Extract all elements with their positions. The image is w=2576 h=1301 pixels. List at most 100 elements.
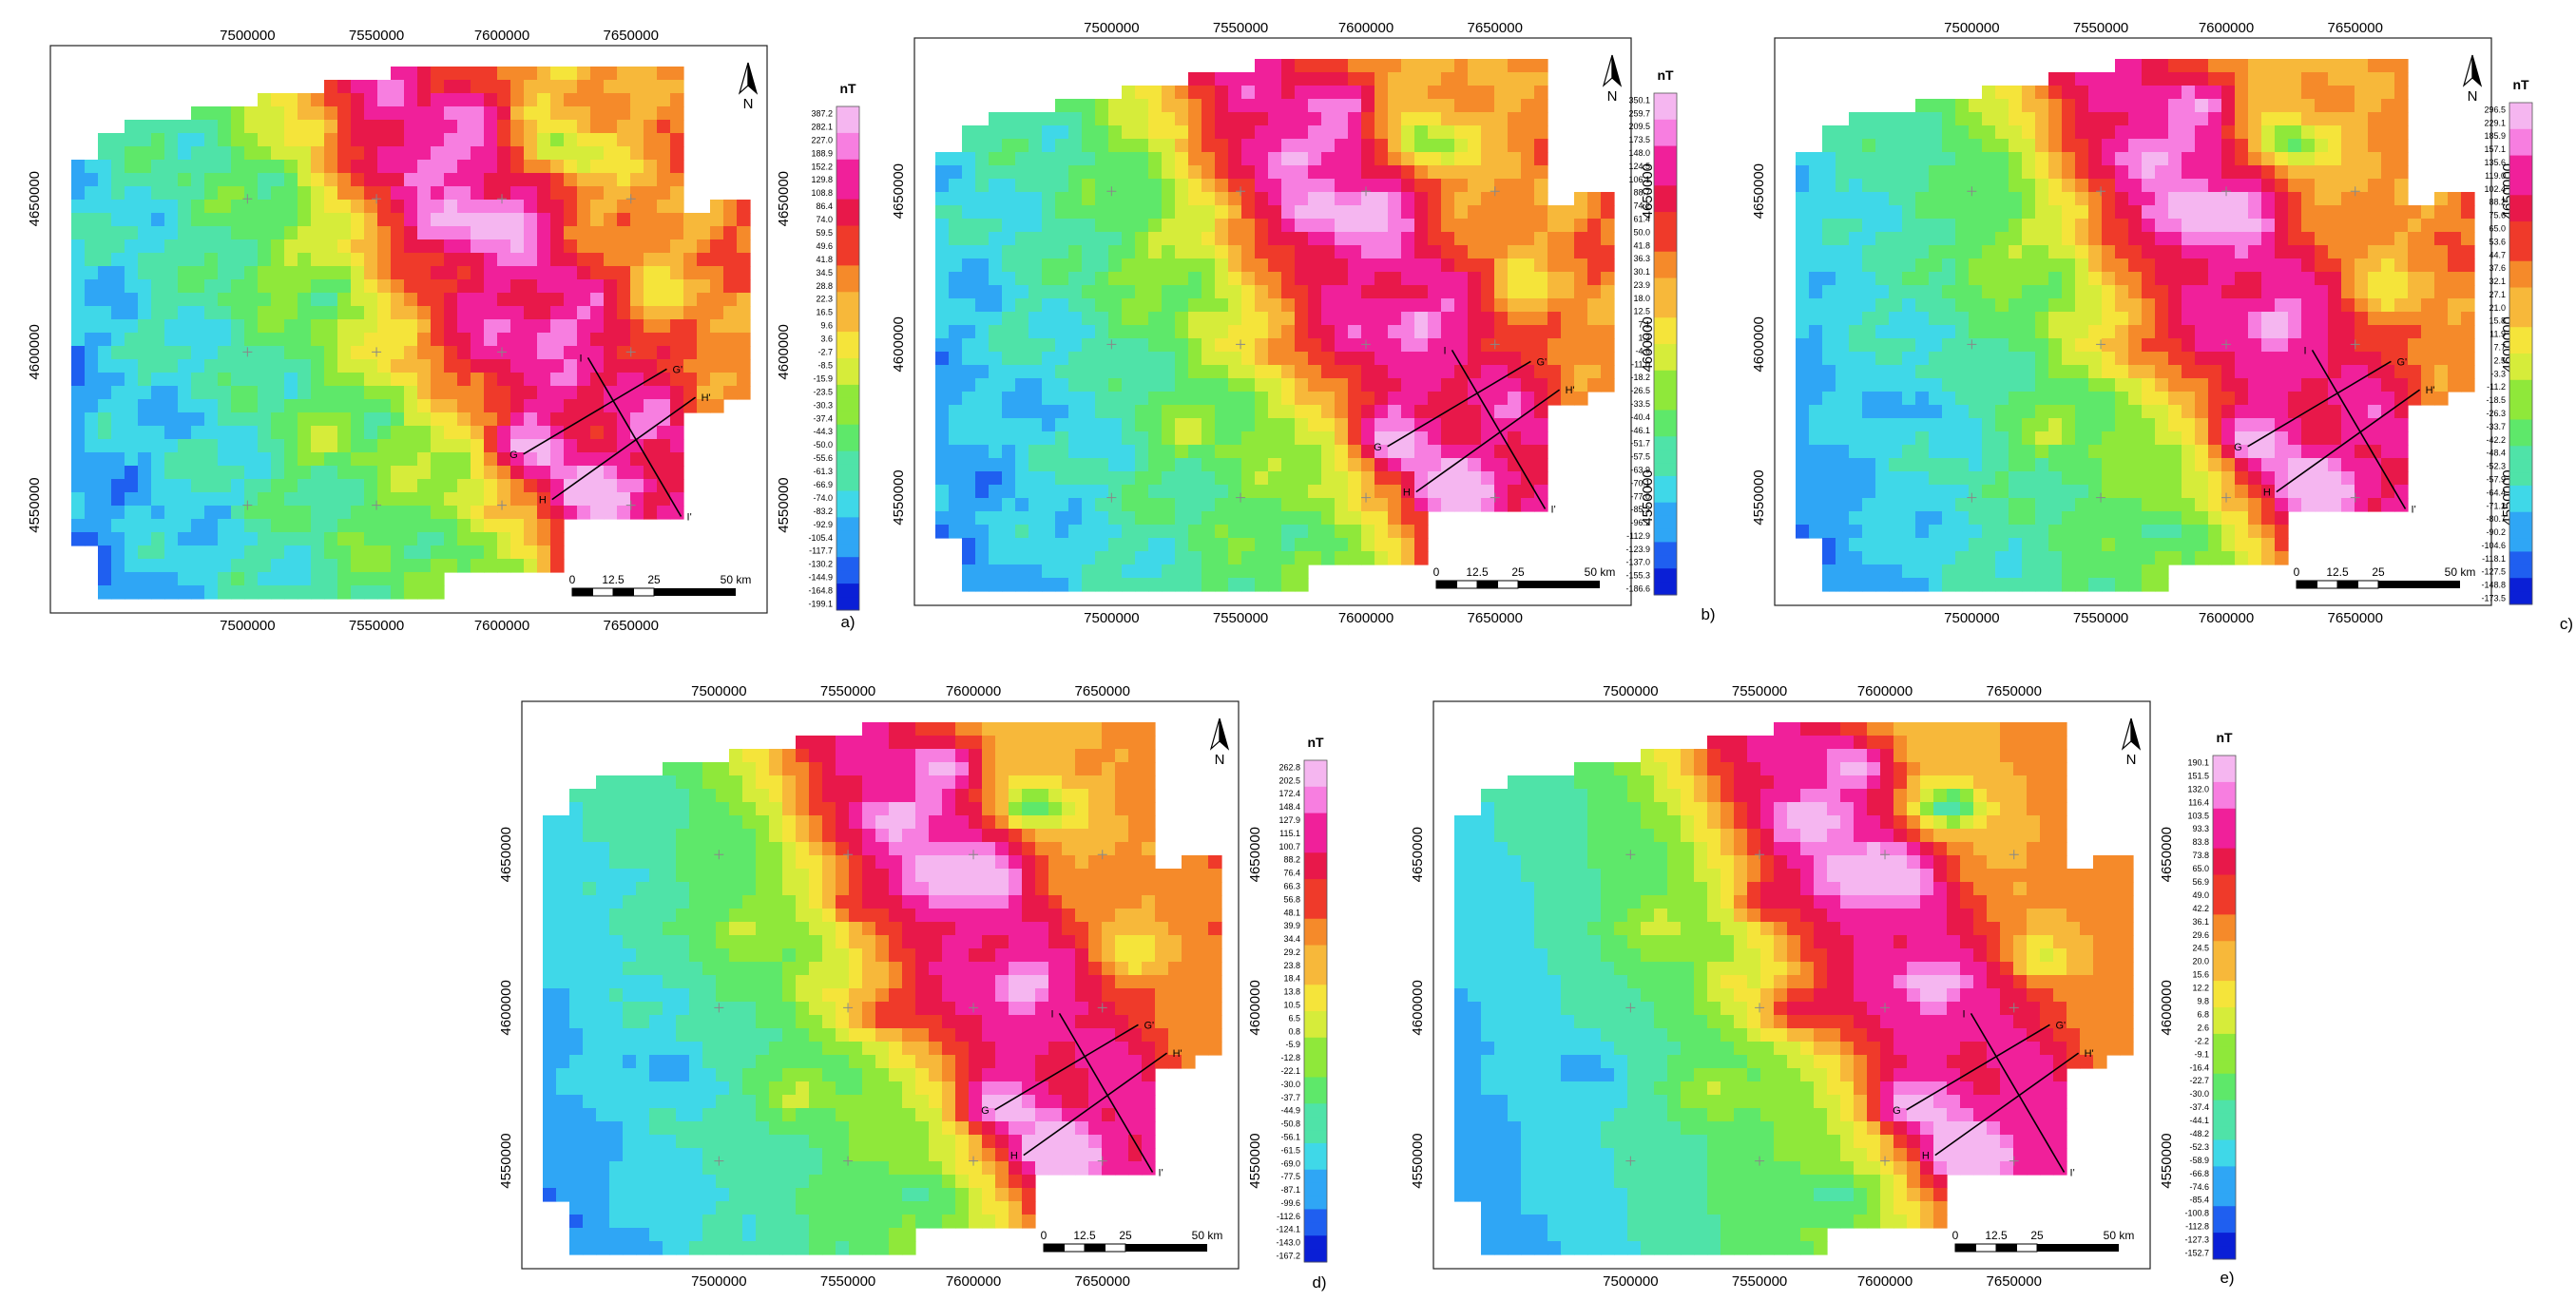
grid-cell: [2182, 365, 2196, 379]
grid-cell: [2195, 72, 2209, 86]
grid-cell: [2208, 125, 2222, 140]
grid-cell: [1836, 312, 1850, 326]
grid-cell: [1175, 578, 1189, 592]
grid-cell: [1796, 392, 1810, 406]
grid-cell: [391, 106, 405, 121]
grid-cell: [1308, 86, 1322, 100]
grid-cell: [284, 399, 298, 413]
grid-cell: [550, 333, 565, 347]
grid-cell: [2381, 392, 2395, 406]
grid-cell: [2408, 232, 2422, 246]
grid-cell: [404, 492, 418, 507]
legend-value: -70.1: [1630, 478, 1650, 488]
grid-cell: [564, 359, 578, 373]
grid-cell: [244, 346, 259, 360]
grid-cell: [2461, 285, 2475, 299]
grid-cell: [537, 373, 551, 387]
grid-cell: [2221, 72, 2236, 86]
grid-cell: [1321, 139, 1336, 153]
grid-cell: [2088, 378, 2103, 392]
grid-cell: [1468, 258, 1482, 273]
grid-cell: [1321, 152, 1336, 166]
grid-cell: [1215, 232, 1229, 246]
grid-cell: [2195, 59, 2209, 73]
grid-cell: [98, 160, 112, 174]
grid-cell: [1028, 445, 1043, 459]
grid-cell: [1095, 99, 1109, 113]
grid-cell: [2315, 72, 2329, 86]
grid-cell: [151, 293, 165, 307]
grid-cell: [1521, 418, 1535, 432]
grid-cell: [1849, 165, 1863, 180]
grid-cell: [657, 386, 671, 400]
grid-cell: [962, 245, 976, 259]
grid-cell: [164, 399, 179, 413]
grid-cell: [2208, 152, 2222, 166]
grid-cell: [2394, 232, 2409, 246]
grid-cell: [1929, 219, 1943, 233]
grid-cell: [1228, 99, 1242, 113]
grid-cell: [1281, 139, 1296, 153]
grid-cell: [1494, 458, 1509, 472]
grid-cell: [244, 412, 259, 427]
grid-cell: [231, 120, 245, 134]
grid-cell: [524, 373, 538, 387]
grid-cell: [2448, 245, 2462, 259]
grid-cell: [1534, 245, 1548, 259]
grid-cell: [1095, 392, 1109, 406]
grid-cell: [1348, 99, 1362, 113]
grid-cell: [1561, 272, 1575, 286]
grid-cell: [1348, 72, 1362, 86]
grid-cell: [1401, 258, 1415, 273]
grid-cell: [484, 386, 498, 400]
grid-cell: [1929, 192, 1943, 206]
grid-cell: [417, 346, 432, 360]
grid-cell: [391, 559, 405, 573]
grid-cell: [1534, 352, 1548, 366]
grid-cell: [989, 378, 1003, 392]
grid-cell: [1468, 312, 1482, 326]
grid-cell: [1295, 365, 1309, 379]
grid-cell: [98, 239, 112, 254]
grid-cell: [178, 359, 192, 373]
y-tick-label-right: 4550000: [776, 477, 792, 532]
grid-cell: [564, 226, 578, 240]
grid-cell: [178, 559, 192, 573]
grid-cell: [604, 333, 618, 347]
grid-cell: [111, 186, 125, 201]
grid-cell: [351, 479, 365, 493]
legend-swatch: [1654, 159, 1677, 173]
grid-cell: [1902, 205, 1916, 220]
grid-cell: [2182, 59, 2196, 73]
grid-cell: [497, 120, 511, 134]
grid-cell: [298, 519, 312, 533]
grid-cell: [1534, 179, 1548, 193]
grid-cell: [2102, 352, 2116, 366]
grid-cell: [85, 452, 99, 467]
grid-cell: [218, 200, 232, 214]
grid-cell: [975, 219, 990, 233]
grid-cell: [1068, 471, 1083, 486]
grid-cell: [471, 67, 485, 81]
grid-cell: [1201, 205, 1216, 220]
grid-cell: [98, 293, 112, 307]
grid-cell: [697, 293, 711, 307]
grid-cell: [2221, 392, 2236, 406]
grid-cell: [1982, 392, 1996, 406]
grid-cell: [1108, 232, 1123, 246]
grid-cell: [1822, 245, 1836, 259]
grid-cell: [564, 333, 578, 347]
grid-cell: [98, 279, 112, 294]
grid-cell: [1361, 431, 1375, 446]
grid-cell: [2208, 72, 2222, 86]
legend-value: -57.5: [1630, 452, 1650, 462]
grid-cell: [1335, 458, 1349, 472]
grid-cell: [1162, 445, 1176, 459]
legend-value: 86.4: [816, 201, 833, 211]
grid-cell: [98, 373, 112, 387]
grid-cell: [2088, 312, 2103, 326]
grid-cell: [311, 466, 325, 480]
grid-cell: [2235, 392, 2249, 406]
grid-cell: [1375, 511, 1389, 526]
grid-cell: [1414, 431, 1429, 446]
